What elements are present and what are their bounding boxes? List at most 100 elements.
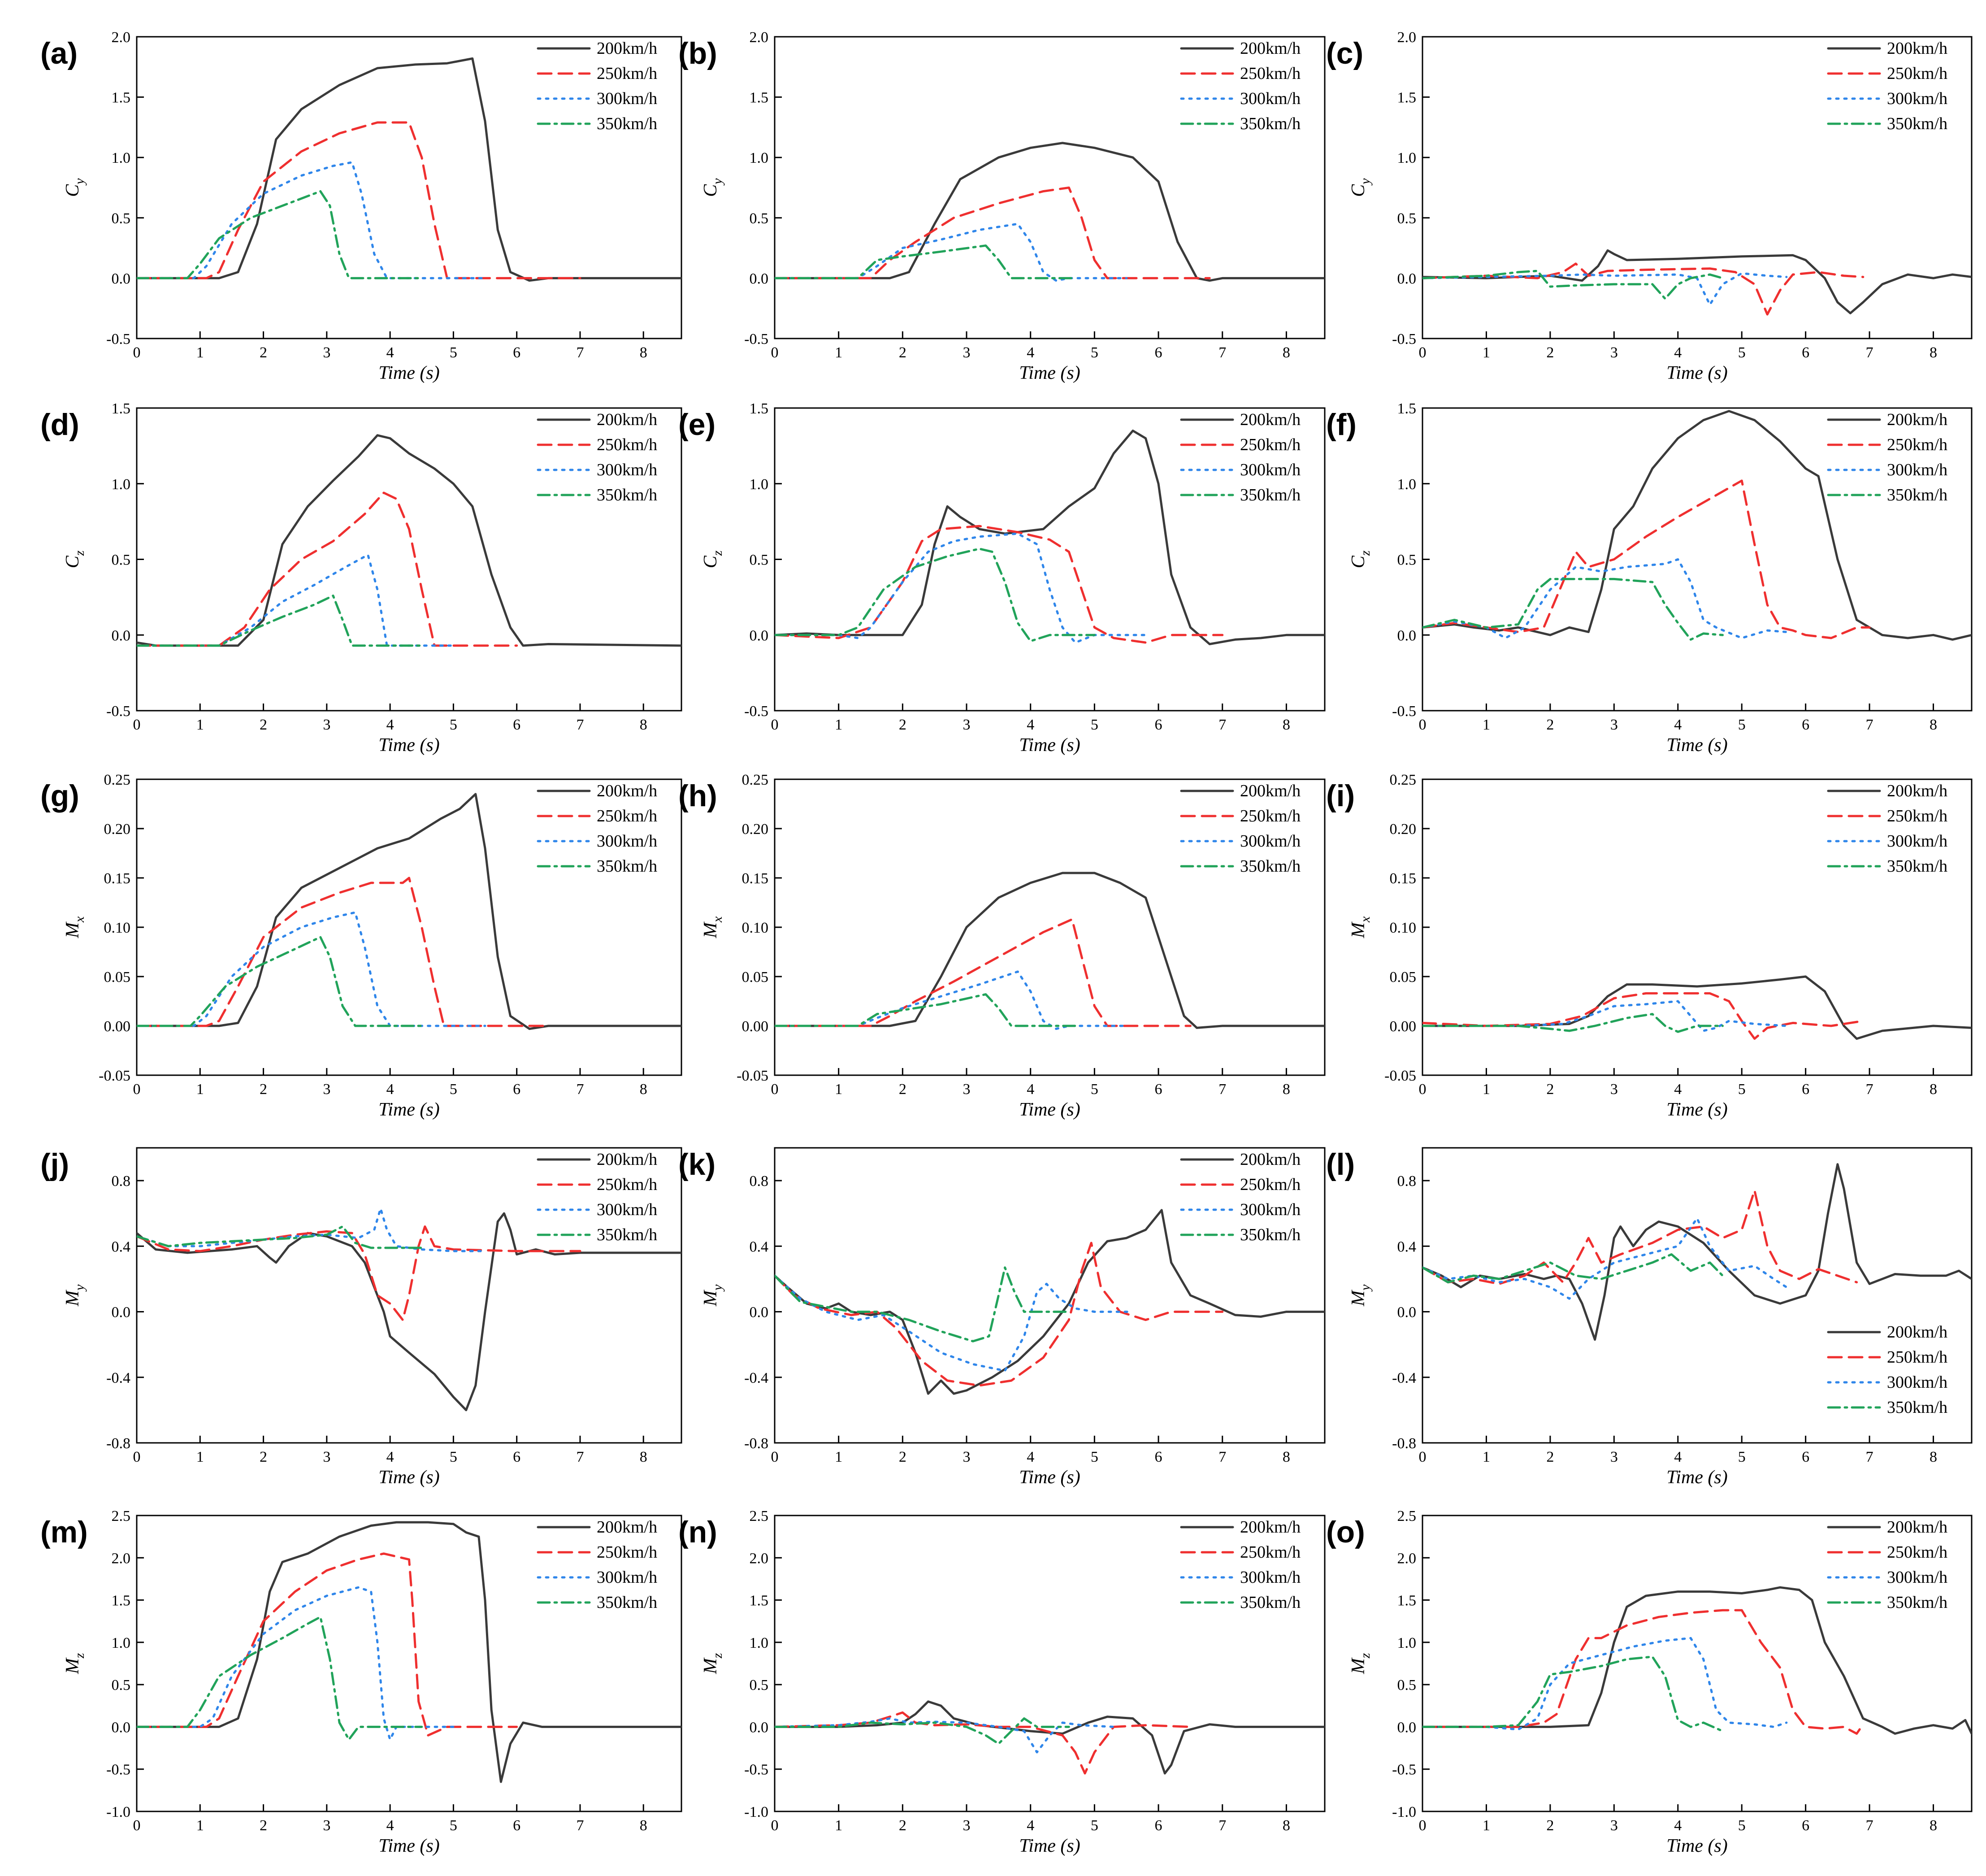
legend-label: 350km/h [1887, 114, 1947, 133]
y-tick-label: 0.8 [112, 1173, 131, 1190]
y-tick-label: 0.0 [750, 270, 769, 287]
chart-panel-13: (m) 0 1 2 3 4 5 6 7 8 -1.0 -0.5 0.0 0.5 1.0 1.5 2.0 2.5 Ti… [40, 1508, 682, 1856]
series-line-350km-per-h [1422, 1253, 1724, 1284]
legend-label: 350km/h [1240, 114, 1301, 133]
y-tick-label: 0.0 [112, 270, 131, 287]
series-group [137, 793, 681, 1030]
legend-label: 300km/h [1240, 1568, 1301, 1587]
x-tick-label: 6 [1155, 1081, 1162, 1098]
x-tick-label: 4 [386, 1449, 394, 1465]
x-tick-label: 8 [1283, 1817, 1290, 1834]
x-tick-label: 4 [386, 717, 394, 733]
x-tick-label: 3 [1610, 1449, 1618, 1465]
x-tick-label: 2 [1546, 1817, 1554, 1834]
y-tick-label: -0.4 [1392, 1370, 1416, 1386]
x-tick-label: 8 [1283, 1449, 1290, 1465]
series-line-300km-per-h [137, 911, 486, 1027]
series-line-200km-per-h [137, 1521, 681, 1783]
legend: 200km/h 250km/h 300km/h 350km/h [537, 39, 657, 133]
x-tick-label: 3 [323, 1081, 330, 1098]
legend: 200km/h 250km/h 300km/h 350km/h [1827, 1323, 1947, 1417]
chart-panel-8: (h) 0 1 2 3 4 5 6 7 8 -0.05 0.00 0.05 0.10 0.15 0.20 0.2… [678, 772, 1326, 1120]
series-group [1422, 1586, 1972, 1735]
y-axis-title-subscript: z [72, 1653, 87, 1659]
x-tick-label: 8 [1930, 344, 1937, 361]
y-axis-title: Mx [62, 916, 87, 938]
y-tick-label: 0.0 [750, 627, 769, 644]
series-line-300km-per-h [1422, 1000, 1788, 1032]
y-axis-title-subscript: x [1358, 916, 1373, 923]
series-line-200km-per-h [1422, 1163, 1972, 1341]
x-tick-label: 8 [640, 344, 647, 361]
y-tick-label: 0.00 [104, 1018, 131, 1035]
y-tick-label: 2.0 [1397, 1550, 1417, 1567]
y-axis-title: My [1348, 1284, 1373, 1307]
x-tick-label: 3 [1610, 344, 1618, 361]
series-line-250km-per-h [137, 1225, 581, 1321]
x-tick-label: 4 [1674, 344, 1682, 361]
legend-label: 350km/h [1240, 1225, 1301, 1244]
y-axis-title-subscript: x [710, 916, 725, 923]
y-tick-label: 1.5 [750, 90, 769, 106]
legend-label: 200km/h [597, 410, 657, 429]
x-tick-label: 8 [1930, 1449, 1937, 1465]
x-tick-label: 6 [1802, 1449, 1809, 1465]
y-axis-title: Mx [1348, 916, 1373, 938]
series-line-350km-per-h [1422, 1655, 1724, 1733]
x-tick-label: 5 [450, 1081, 457, 1098]
x-axis-title: Time (s) [378, 363, 440, 383]
x-tick-label: 0 [1419, 1449, 1427, 1465]
legend-label: 200km/h [597, 1150, 657, 1169]
legend-label: 250km/h [1887, 1348, 1947, 1367]
legend-label: 300km/h [1887, 89, 1947, 108]
x-tick-label: 6 [1802, 344, 1809, 361]
x-tick-label: 7 [1866, 1817, 1873, 1834]
y-tick-label: -0.8 [106, 1435, 130, 1452]
y-tick-label: 2.5 [750, 1508, 769, 1524]
legend-label: 250km/h [597, 807, 657, 825]
x-tick-label: 6 [1802, 717, 1809, 733]
legend-label: 350km/h [1240, 1593, 1301, 1612]
series-line-200km-per-h [1422, 975, 1972, 1040]
legend-label: 350km/h [597, 486, 657, 504]
y-tick-label: 0.20 [1390, 821, 1417, 838]
y-tick-label: 1.5 [112, 400, 131, 417]
x-tick-label: 8 [1283, 344, 1290, 361]
series-line-350km-per-h [137, 595, 423, 647]
chart-panel-3: (c) 0 1 2 3 4 5 6 7 8 -0.5 0.0 0.5 1.0 1.5 2.0 Time (s) C… [1326, 29, 1973, 383]
y-tick-label: 1.0 [1397, 1635, 1417, 1651]
x-tick-label: 6 [513, 1081, 520, 1098]
panel-label: (e) [678, 408, 715, 442]
series-line-250km-per-h [137, 121, 581, 279]
x-tick-label: 0 [771, 344, 779, 361]
legend-label: 200km/h [1887, 39, 1947, 58]
y-tick-label: 0.15 [742, 870, 769, 887]
x-axis-title: Time (s) [1019, 1099, 1080, 1120]
x-tick-label: 7 [1866, 344, 1873, 361]
y-tick-label: 0.8 [1397, 1173, 1417, 1190]
legend: 200km/h 250km/h 300km/h 350km/h [537, 1518, 657, 1612]
x-tick-label: 6 [1802, 1817, 1809, 1834]
series-line-250km-per-h [1422, 1189, 1858, 1285]
legend: 200km/h 250km/h 300km/h 350km/h [1827, 39, 1947, 133]
plot-frame [774, 1147, 1326, 1444]
series-line-300km-per-h [1422, 272, 1788, 306]
x-axis-title: Time (s) [1666, 1099, 1728, 1120]
panel-label: (b) [678, 36, 717, 70]
x-tick-label: 3 [963, 1081, 971, 1098]
x-axis-title: Time (s) [1019, 735, 1080, 756]
legend-label: 300km/h [597, 89, 657, 108]
legend-label: 250km/h [1240, 807, 1301, 825]
x-tick-label: 3 [323, 1449, 330, 1465]
x-tick-label: 6 [1155, 1817, 1162, 1834]
chart-panel-11: (k) 0 1 2 3 4 5 6 7 8 -0.8 -0.4 0.0 0.4 0.8 Time (s) My 2… [678, 1147, 1326, 1488]
x-tick-label: 1 [835, 1449, 842, 1465]
x-tick-label: 8 [640, 1081, 647, 1098]
y-axis-title-subscript: y [72, 178, 87, 186]
x-tick-label: 3 [963, 1449, 971, 1465]
y-axis-title: Cy [700, 178, 725, 197]
y-tick-label: -0.4 [106, 1370, 130, 1386]
legend-label: 350km/h [597, 1225, 657, 1244]
x-tick-label: 4 [1674, 717, 1682, 733]
